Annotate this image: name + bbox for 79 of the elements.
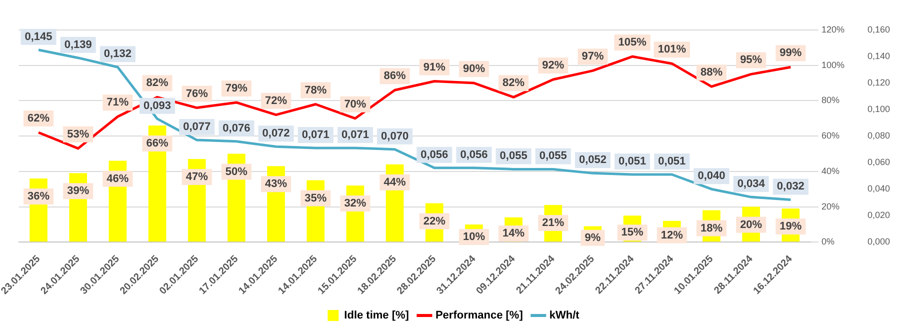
data-label: 70% bbox=[344, 98, 366, 110]
y-tick-label: 120% bbox=[821, 24, 844, 34]
data-label: 78% bbox=[304, 84, 327, 96]
data-label: 36% bbox=[28, 190, 50, 203]
data-label: 20% bbox=[740, 218, 762, 231]
data-label: 66% bbox=[146, 137, 168, 150]
data-label: 82% bbox=[502, 77, 525, 90]
data-label: 105% bbox=[618, 36, 647, 49]
data-label: 50% bbox=[225, 166, 248, 178]
y-tick-label: 20% bbox=[821, 201, 840, 212]
data-label: 0,040 bbox=[698, 170, 726, 182]
y2-tick-label: 0,100 bbox=[867, 104, 890, 114]
data-label: 18% bbox=[700, 222, 723, 234]
data-label: 53% bbox=[67, 128, 90, 140]
data-label: 39% bbox=[67, 185, 90, 198]
data-label: 0,076 bbox=[222, 122, 250, 134]
data-label: 43% bbox=[265, 178, 288, 190]
data-label: 101% bbox=[658, 44, 686, 56]
y-tick-label: 0% bbox=[821, 236, 834, 247]
y-tick-label: 100% bbox=[821, 60, 844, 70]
y2-tick-label: 0,140 bbox=[867, 51, 890, 61]
y2-tick-label: 0,080 bbox=[867, 130, 890, 141]
data-label: 0,070 bbox=[381, 130, 409, 142]
data-label: 0,056 bbox=[420, 148, 448, 161]
data-label: 0,055 bbox=[500, 150, 528, 162]
data-label: 0,071 bbox=[341, 129, 369, 142]
y2-tick-label: 0,120 bbox=[867, 78, 890, 88]
data-label: 97% bbox=[582, 50, 604, 63]
data-label: 12% bbox=[660, 229, 684, 242]
data-label: 99% bbox=[780, 47, 802, 60]
legend-label: Idle time [%] bbox=[344, 310, 410, 322]
data-label: 0,071 bbox=[302, 129, 330, 142]
y2-tick-label: 0,160 bbox=[867, 24, 890, 34]
legend-label: kWh/t bbox=[549, 310, 580, 322]
data-label: 0,034 bbox=[737, 178, 766, 190]
data-label: 0,145 bbox=[24, 30, 52, 43]
data-label: 19% bbox=[780, 220, 802, 233]
data-label: 0,139 bbox=[64, 38, 92, 51]
data-label: 79% bbox=[225, 82, 248, 95]
data-label: 14% bbox=[502, 228, 525, 240]
y-tick-label: 60% bbox=[821, 130, 840, 141]
data-label: 32% bbox=[344, 198, 366, 210]
data-label: 47% bbox=[186, 171, 208, 184]
y2-tick-label: 0,000 bbox=[867, 236, 890, 247]
data-label: 0,056 bbox=[460, 148, 488, 161]
data-label: 21% bbox=[542, 217, 564, 230]
data-label: 0,052 bbox=[578, 154, 606, 166]
data-label: 9% bbox=[584, 232, 601, 244]
y2-tick-label: 0,040 bbox=[867, 184, 890, 194]
data-label: 0,132 bbox=[104, 48, 132, 60]
y-tick-label: 40% bbox=[821, 166, 840, 176]
data-label: 0,051 bbox=[658, 156, 686, 168]
y-tick-label: 80% bbox=[821, 95, 840, 106]
data-label: 44% bbox=[384, 176, 406, 188]
data-label: 0,032 bbox=[776, 180, 804, 193]
data-label: 0,077 bbox=[183, 121, 211, 134]
data-label: 10% bbox=[462, 231, 486, 244]
data-label: 0,055 bbox=[539, 150, 567, 162]
data-label: 88% bbox=[700, 66, 723, 79]
data-label: 76% bbox=[186, 88, 208, 100]
data-label: 62% bbox=[28, 112, 50, 125]
data-label: 86% bbox=[384, 70, 406, 82]
data-label: 91% bbox=[423, 61, 446, 74]
data-label: 82% bbox=[146, 77, 168, 90]
legend-label: Performance [%] bbox=[435, 310, 524, 322]
data-label: 0,051 bbox=[618, 156, 646, 168]
data-label: 0,093 bbox=[144, 100, 172, 112]
data-label: 22% bbox=[423, 215, 446, 228]
data-label: 46% bbox=[106, 172, 129, 185]
data-label: 72% bbox=[265, 94, 288, 107]
data-label: 0,072 bbox=[262, 128, 290, 140]
y2-tick-label: 0,020 bbox=[867, 210, 890, 220]
data-label: 90% bbox=[462, 63, 486, 76]
data-label: 35% bbox=[304, 192, 327, 204]
y2-tick-label: 0,060 bbox=[867, 157, 890, 168]
data-label: 71% bbox=[106, 96, 129, 109]
data-label: 15% bbox=[621, 226, 644, 239]
data-label: 95% bbox=[740, 54, 762, 66]
data-label: 92% bbox=[542, 60, 564, 72]
